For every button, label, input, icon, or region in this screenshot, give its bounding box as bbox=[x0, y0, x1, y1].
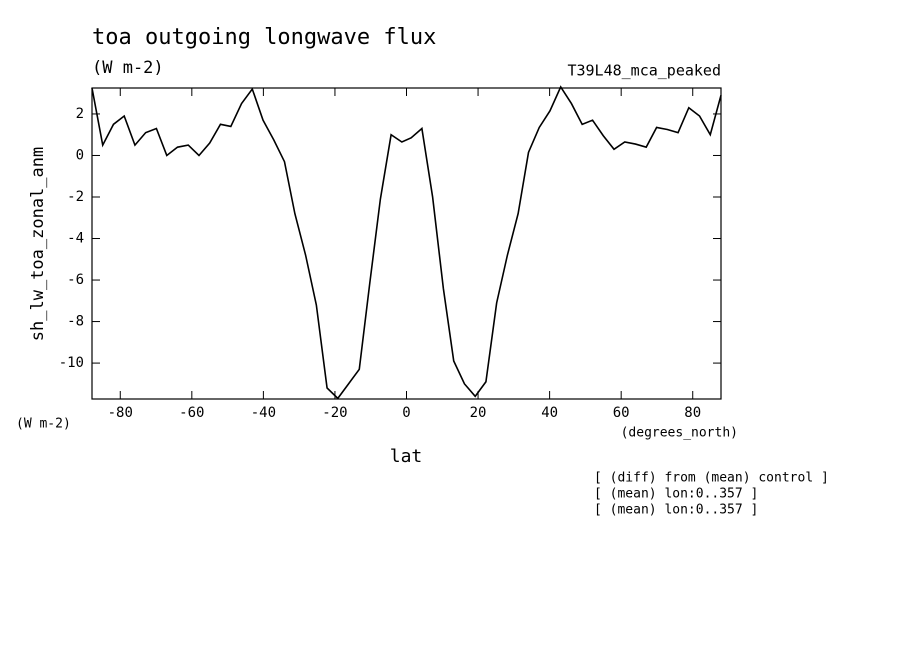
x-tick-label: -40 bbox=[251, 405, 276, 421]
y-tick-label: -10 bbox=[59, 355, 84, 371]
y-tick-label: 0 bbox=[76, 147, 84, 163]
y-tick-label: -8 bbox=[67, 314, 84, 330]
x-tick-label: 0 bbox=[402, 405, 410, 421]
y-tick-label: -4 bbox=[67, 231, 84, 247]
x-tick-label: -60 bbox=[179, 405, 204, 421]
plot-frame bbox=[91, 87, 722, 400]
x-tick-label: 80 bbox=[684, 405, 701, 421]
y-axis-label: sh_lw_toa_zonal_anm bbox=[28, 147, 48, 341]
x-tick-label: 20 bbox=[470, 405, 487, 421]
x-tick-label: -80 bbox=[108, 405, 133, 421]
y-tick-label: -6 bbox=[67, 272, 84, 288]
y-tick-label: -2 bbox=[67, 189, 84, 205]
note: [ (mean) lon:0..357 ] bbox=[594, 503, 758, 518]
y-units: (W m-2) bbox=[16, 417, 71, 432]
x-tick-label: -20 bbox=[322, 405, 347, 421]
x-tick-label: 60 bbox=[613, 405, 630, 421]
run-label: T39L48_mca_peaked bbox=[567, 62, 721, 80]
subtitle: (W m-2) bbox=[92, 58, 164, 78]
x-axis-label: lat bbox=[390, 446, 423, 467]
chart-title: toa outgoing longwave flux bbox=[92, 25, 436, 50]
x-tick-label: 40 bbox=[541, 405, 558, 421]
data-line bbox=[91, 85, 722, 400]
y-tick-label: 2 bbox=[76, 106, 84, 122]
x-units: (degrees_north) bbox=[621, 426, 738, 441]
note: [ (diff) from (mean) control ] bbox=[594, 471, 829, 486]
note: [ (mean) lon:0..357 ] bbox=[594, 487, 758, 502]
